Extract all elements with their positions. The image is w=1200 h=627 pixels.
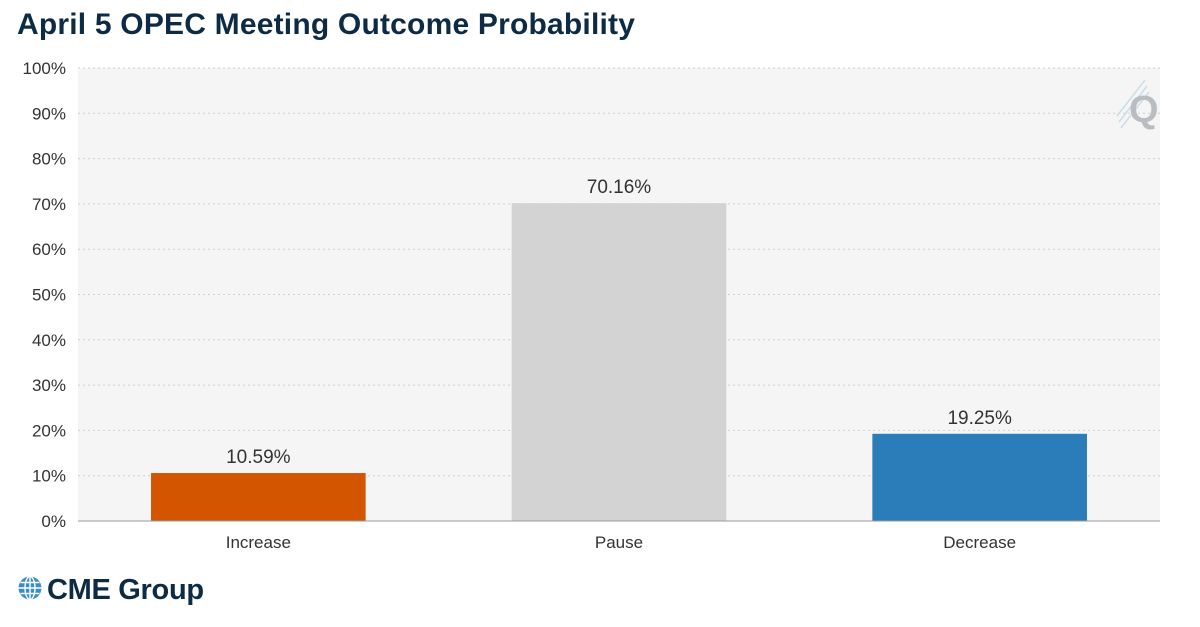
y-tick-label: 10%	[32, 467, 66, 486]
bars	[151, 203, 1087, 521]
x-axis-ticks: Increase Pause Decrease	[226, 533, 1016, 552]
x-tick-label: Increase	[226, 533, 291, 552]
y-tick-label: 70%	[32, 195, 66, 214]
bar-increase	[151, 473, 366, 521]
data-labels: 10.59% 70.16% 19.25%	[226, 177, 1012, 468]
y-axis-ticks: 0% 10% 20% 30% 40% 50% 60% 70% 80% 90% 100%	[23, 59, 66, 531]
q-watermark-icon: Q	[1115, 76, 1165, 137]
globe-icon	[17, 575, 43, 606]
bar-pause	[511, 203, 727, 521]
svg-text:Q: Q	[1129, 89, 1159, 131]
chart-title: April 5 OPEC Meeting Outcome Probability	[17, 8, 636, 41]
y-tick-label: 100%	[23, 59, 66, 78]
cme-group-logo: CME Group	[17, 574, 204, 607]
y-tick-label: 0%	[41, 512, 66, 531]
y-tick-label: 40%	[32, 331, 66, 350]
data-label: 10.59%	[226, 447, 291, 468]
data-label: 19.25%	[947, 408, 1012, 429]
y-tick-label: 60%	[32, 240, 66, 259]
bar-decrease	[872, 433, 1087, 521]
y-tick-label: 90%	[32, 104, 66, 123]
x-tick-label: Decrease	[943, 533, 1016, 552]
y-tick-label: 50%	[32, 286, 66, 305]
y-tick-label: 80%	[32, 150, 66, 169]
x-tick-label: Pause	[595, 533, 643, 552]
y-tick-label: 30%	[32, 376, 66, 395]
brand-name: CME Group	[47, 574, 204, 606]
data-label: 70.16%	[587, 177, 652, 198]
y-tick-label: 20%	[32, 421, 66, 440]
